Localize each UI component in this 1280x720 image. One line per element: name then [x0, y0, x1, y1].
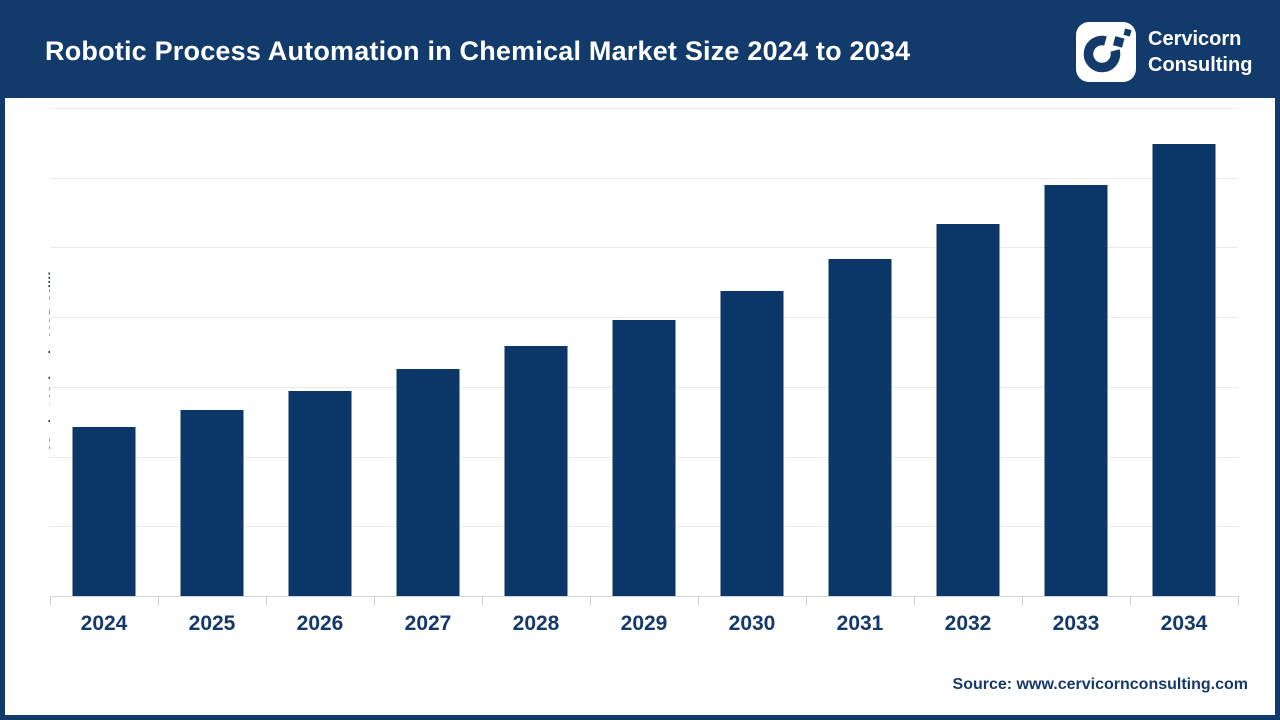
x-tick-label-2032: 2032	[944, 612, 992, 635]
x-axis-tick	[482, 596, 483, 605]
bar-2028	[504, 345, 568, 596]
bar-2032	[936, 224, 1000, 596]
x-axis-tick	[266, 596, 267, 605]
x-tick-label-2028: 2028	[512, 612, 560, 635]
bar-2031	[828, 259, 892, 596]
x-axis-tick	[698, 596, 699, 605]
gridline	[50, 108, 1238, 109]
brand-line-1: Cervicorn	[1148, 28, 1242, 50]
x-axis-tick	[590, 596, 591, 605]
cervicorn-c-logo-icon	[1076, 22, 1136, 82]
x-axis-tick	[374, 596, 375, 605]
x-axis-tick	[50, 596, 51, 605]
bar-2033	[1044, 185, 1108, 596]
bar-2034	[1152, 143, 1216, 596]
gridline	[50, 247, 1238, 249]
x-axis-tick	[1022, 596, 1023, 605]
source-text: Source: www.cervicornconsulting.com	[952, 676, 1248, 693]
bar-2024	[72, 426, 136, 596]
x-tick-label-2024: 2024	[80, 612, 128, 635]
brand-wordmark: Cervicorn Consulting	[1148, 26, 1252, 78]
plot-area	[50, 108, 1239, 605]
x-axis-tick	[158, 596, 159, 605]
bar-2027	[396, 368, 460, 596]
x-axis-tick	[806, 596, 807, 605]
brand-line-2: Consulting	[1148, 54, 1253, 76]
bar-2029	[612, 319, 676, 596]
x-tick-label-2033: 2033	[1052, 612, 1100, 635]
x-tick-label-2030: 2030	[728, 612, 776, 635]
x-tick-label-2034: 2034	[1160, 612, 1208, 635]
x-tick-label-2025: 2025	[188, 612, 236, 635]
gridline	[50, 317, 1238, 319]
x-tick-label-2031: 2031	[836, 612, 884, 635]
bar-2026	[288, 391, 352, 596]
bar-2030	[720, 291, 784, 596]
x-tick-label-2026: 2026	[296, 612, 344, 635]
x-tick-label-2027: 2027	[404, 612, 452, 635]
gridline	[50, 177, 1238, 179]
header: Robotic Process Automation in Chemical M…	[5, 5, 1275, 98]
x-axis-labels: 2024 2025 2026 2027 2028 2029 2030 2031 2032 2033…	[50, 612, 1238, 640]
x-axis-tick	[1238, 596, 1239, 605]
x-tick-label-2029: 2029	[620, 612, 668, 635]
x-axis-tick	[1130, 596, 1131, 605]
bar-2025	[180, 409, 244, 596]
x-axis-tick	[914, 596, 915, 605]
chart-title: Robotic Process Automation in Chemical M…	[45, 36, 911, 66]
